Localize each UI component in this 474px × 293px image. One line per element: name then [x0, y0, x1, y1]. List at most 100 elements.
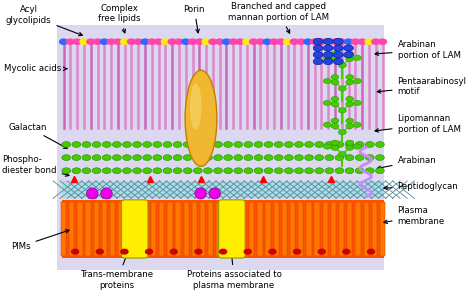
Circle shape	[277, 39, 285, 44]
Circle shape	[141, 39, 149, 44]
Bar	[208, 202, 213, 256]
Circle shape	[66, 39, 74, 44]
Circle shape	[344, 52, 354, 58]
Bar	[61, 202, 66, 256]
Circle shape	[62, 142, 71, 147]
Circle shape	[331, 102, 339, 107]
Circle shape	[216, 39, 224, 44]
Circle shape	[62, 168, 71, 174]
Circle shape	[203, 142, 212, 147]
Text: Arabinan
portion of LAM: Arabinan portion of LAM	[375, 40, 461, 59]
Circle shape	[73, 39, 81, 44]
Circle shape	[311, 39, 319, 44]
Circle shape	[346, 145, 354, 151]
Circle shape	[175, 39, 183, 44]
Circle shape	[355, 155, 364, 161]
Bar	[241, 202, 246, 256]
Circle shape	[346, 118, 354, 123]
Ellipse shape	[209, 188, 220, 199]
Text: PIMs: PIMs	[11, 230, 69, 251]
Bar	[102, 202, 107, 256]
Circle shape	[153, 168, 162, 174]
Circle shape	[264, 155, 273, 161]
Circle shape	[82, 142, 91, 147]
Circle shape	[123, 168, 131, 174]
Circle shape	[346, 140, 354, 145]
Circle shape	[274, 168, 283, 174]
Circle shape	[60, 39, 68, 44]
Circle shape	[102, 142, 111, 147]
Ellipse shape	[190, 83, 201, 130]
Circle shape	[354, 55, 361, 60]
Ellipse shape	[87, 188, 98, 199]
Bar	[323, 202, 328, 256]
Text: Galactan: Galactan	[9, 122, 67, 148]
Circle shape	[62, 155, 71, 161]
Circle shape	[343, 249, 350, 254]
Circle shape	[153, 155, 162, 161]
Circle shape	[155, 39, 163, 44]
Circle shape	[214, 142, 222, 147]
Circle shape	[250, 39, 257, 44]
Circle shape	[323, 79, 331, 84]
Circle shape	[123, 142, 131, 147]
Circle shape	[93, 39, 101, 44]
Circle shape	[114, 39, 122, 44]
Circle shape	[274, 155, 283, 161]
Circle shape	[331, 56, 339, 62]
Text: Plasma
membrane: Plasma membrane	[384, 206, 445, 226]
Circle shape	[214, 155, 222, 161]
Circle shape	[193, 142, 202, 147]
Circle shape	[346, 96, 354, 102]
Circle shape	[209, 39, 217, 44]
Circle shape	[323, 122, 331, 127]
Circle shape	[331, 140, 339, 145]
Circle shape	[195, 249, 202, 254]
Circle shape	[346, 102, 354, 107]
Circle shape	[244, 249, 251, 254]
Circle shape	[256, 39, 264, 44]
Circle shape	[102, 168, 111, 174]
Circle shape	[323, 38, 333, 45]
Bar	[347, 202, 353, 256]
Circle shape	[346, 74, 354, 80]
Circle shape	[82, 155, 91, 161]
Circle shape	[354, 79, 361, 84]
Circle shape	[92, 142, 101, 147]
Circle shape	[214, 168, 222, 174]
Circle shape	[372, 39, 380, 44]
Circle shape	[323, 55, 331, 60]
Circle shape	[338, 108, 346, 113]
Circle shape	[315, 168, 324, 174]
Circle shape	[284, 168, 293, 174]
Bar	[77, 202, 82, 256]
Bar	[62, 181, 384, 198]
Circle shape	[121, 249, 128, 254]
Circle shape	[163, 168, 172, 174]
Circle shape	[283, 39, 292, 44]
Circle shape	[128, 39, 136, 44]
Circle shape	[331, 145, 339, 151]
Circle shape	[243, 39, 251, 44]
Text: Complex
free lipids: Complex free lipids	[98, 4, 140, 33]
Bar	[143, 202, 148, 256]
Circle shape	[148, 39, 156, 44]
Bar	[273, 202, 279, 256]
Ellipse shape	[100, 188, 112, 199]
Circle shape	[87, 39, 95, 44]
FancyBboxPatch shape	[121, 200, 148, 258]
Circle shape	[112, 168, 121, 174]
Circle shape	[183, 168, 192, 174]
Circle shape	[244, 155, 253, 161]
Circle shape	[291, 39, 298, 44]
Bar	[298, 202, 303, 256]
Circle shape	[284, 142, 293, 147]
Circle shape	[254, 168, 263, 174]
Circle shape	[173, 168, 182, 174]
Circle shape	[183, 155, 192, 161]
Circle shape	[133, 142, 142, 147]
Circle shape	[234, 168, 243, 174]
Circle shape	[162, 39, 169, 44]
Circle shape	[234, 155, 243, 161]
Bar	[62, 200, 384, 258]
